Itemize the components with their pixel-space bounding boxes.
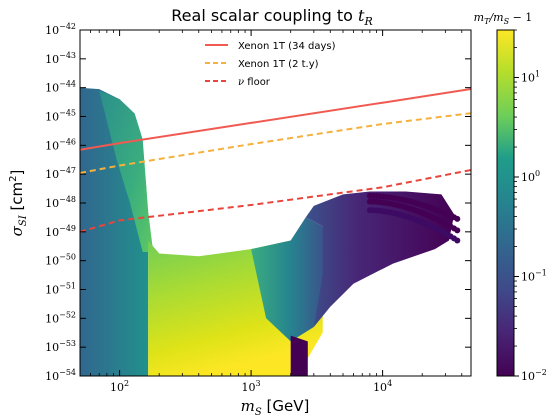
colorbar — [496, 29, 515, 377]
y-tick-label: 10−49 — [45, 224, 76, 239]
y-tick-label: 10−51 — [45, 282, 76, 297]
scatter-point — [454, 215, 461, 222]
legend-label-1: Xenon 1T (34 days) — [238, 41, 336, 52]
y-tick-label: 10−44 — [45, 80, 76, 95]
x-axis-label: mS [GeV] — [241, 397, 310, 417]
chart-title: Real scalar coupling to tR — [171, 6, 372, 28]
y-tick-label: 10−53 — [45, 339, 76, 354]
constraint-lines — [80, 88, 471, 233]
y-tick-label: 10−45 — [45, 109, 76, 124]
colorbar-tick-label: 101 — [521, 69, 540, 84]
axis-ticks: 10−54 10−53 10−52 10−51 10−50 10−49 10−48 10−47… — [45, 22, 471, 394]
legend-label-3: ν floor — [238, 77, 271, 88]
scatter-dark-column — [290, 335, 308, 376]
legend: Xenon 1T (34 days) Xenon 1T (2 t.y) ν floo… — [205, 41, 336, 88]
y-axis-label: σSI [cm2] — [8, 170, 29, 237]
y-tick-label: 10−46 — [45, 137, 76, 152]
y-tick-label: 10−48 — [45, 195, 76, 210]
series-line-2 — [80, 112, 471, 174]
x-tick-label: 103 — [242, 379, 261, 394]
colorbar-ticks: 10−2 10−1 100 101 — [514, 29, 546, 383]
legend-label-2: Xenon 1T (2 t.y) — [238, 59, 319, 70]
y-tick-label: 10−50 — [45, 253, 76, 268]
series-line-3 — [80, 169, 471, 233]
colorbar-tick-label: 10−2 — [521, 368, 546, 383]
x-tick-label: 102 — [110, 379, 129, 394]
colorbar-title: mT/mS − 1 — [474, 11, 533, 26]
scatter-upper-left — [99, 90, 154, 252]
x-tick-label: 104 — [373, 379, 392, 394]
y-tick-label: 10−42 — [45, 22, 76, 37]
scatter-point — [454, 237, 461, 244]
series-line-1 — [80, 88, 471, 151]
y-tick-label: 10−43 — [45, 51, 76, 66]
y-tick-label: 10−47 — [45, 166, 76, 181]
scatter-right-region — [305, 191, 455, 327]
scatter-point — [454, 227, 461, 234]
y-tick-label: 10−52 — [45, 310, 76, 325]
y-tick-label: 10−54 — [45, 368, 76, 383]
scatter-region — [80, 87, 461, 376]
scatter-mid-right — [251, 217, 331, 342]
colorbar-tick-label: 10−1 — [521, 268, 546, 283]
colorbar-tick-label: 100 — [521, 169, 540, 184]
